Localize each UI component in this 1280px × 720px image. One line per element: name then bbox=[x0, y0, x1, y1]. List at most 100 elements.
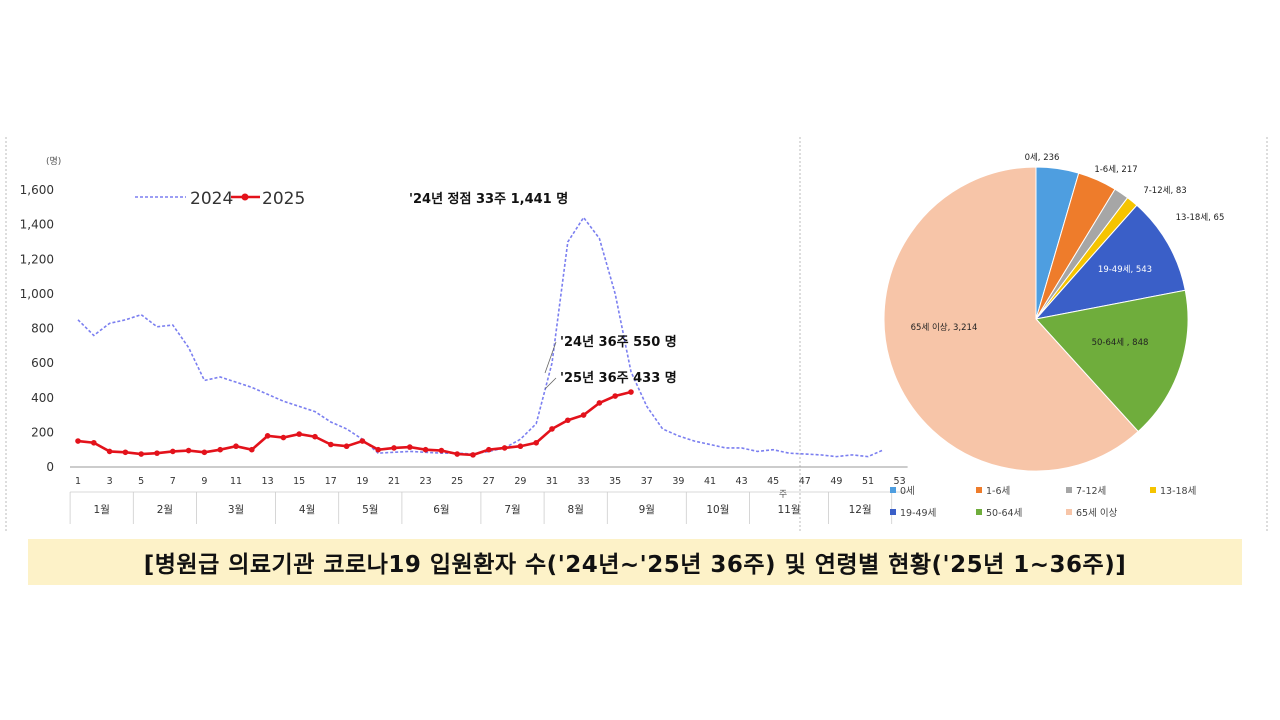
pie-legend-label: 1-6세 bbox=[986, 486, 1010, 497]
series-line-2025 bbox=[77, 390, 632, 457]
pie-legend-swatch bbox=[1150, 487, 1156, 493]
data-point-2025 bbox=[407, 444, 413, 450]
data-point-2025 bbox=[106, 448, 113, 455]
y-tick-label: 1,600 bbox=[20, 183, 54, 197]
x-tick-label: 7 bbox=[170, 476, 176, 487]
y-tick-label: 1,000 bbox=[20, 287, 54, 301]
y-tick-label: 200 bbox=[31, 425, 54, 439]
data-point-2025 bbox=[343, 443, 350, 450]
data-point-2025 bbox=[533, 439, 539, 446]
month-label: 12월 bbox=[849, 504, 872, 516]
x-tick-label: 53 bbox=[894, 476, 906, 487]
data-point-2025 bbox=[170, 448, 176, 455]
y-tick-label: 600 bbox=[31, 356, 54, 370]
x-tick-label: 43 bbox=[736, 476, 748, 487]
data-point-2025 bbox=[154, 450, 160, 456]
data-point-2025 bbox=[122, 449, 129, 456]
pie-slice-label: 0세, 236 bbox=[1025, 153, 1060, 163]
pie-legend-label: 13-18세 bbox=[1160, 486, 1196, 497]
annotation-2024-week36: '24년 36주 550 명 bbox=[560, 334, 677, 350]
legend-marker-2025 bbox=[241, 193, 249, 201]
data-point-2025 bbox=[375, 446, 382, 453]
pie-legend-label: 50-64세 bbox=[986, 508, 1022, 519]
pie-slice-label: 7-12세, 83 bbox=[1143, 186, 1186, 196]
month-label: 9월 bbox=[639, 504, 655, 516]
data-point-2025 bbox=[486, 446, 492, 453]
x-tick-label: 1 bbox=[75, 476, 81, 487]
data-point-2025 bbox=[217, 446, 223, 453]
data-point-2025 bbox=[391, 445, 397, 451]
data-point-2025 bbox=[328, 441, 334, 448]
x-tick-label: 15 bbox=[293, 476, 305, 487]
x-tick-label: 3 bbox=[107, 476, 113, 487]
x-tick-label: 31 bbox=[546, 476, 558, 487]
y-tick-label: 0 bbox=[46, 460, 54, 474]
pie-legend-swatch bbox=[890, 487, 896, 493]
pie-slice bbox=[883, 166, 1139, 472]
pie-legend-label: 7-12세 bbox=[1076, 486, 1106, 497]
data-point-2025 bbox=[438, 447, 445, 454]
annotation-2025-week36: '25년 36주 433 명 bbox=[560, 370, 677, 386]
pie-legend-swatch bbox=[890, 509, 896, 515]
figure-caption: [병원급 의료기관 코로나19 입원환자 수('24년~'25년 36주) 및 … bbox=[143, 552, 1127, 578]
data-point-2025 bbox=[296, 431, 303, 437]
x-tick-label: 45 bbox=[767, 476, 779, 487]
pie-legend-swatch bbox=[1066, 509, 1072, 515]
month-label: 8월 bbox=[568, 504, 584, 516]
x-tick-label: 17 bbox=[325, 476, 337, 487]
x-tick-label: 21 bbox=[388, 476, 400, 487]
data-point-2025 bbox=[454, 451, 461, 457]
pie-legend-swatch bbox=[1066, 487, 1072, 493]
month-label: 3월 bbox=[228, 504, 244, 516]
pie-slice-label: 50-64세 , 848 bbox=[1092, 338, 1149, 348]
pie-slice-label: 19-49세, 543 bbox=[1098, 265, 1152, 275]
pie-legend-swatch bbox=[976, 487, 982, 493]
x-tick-label: 29 bbox=[514, 476, 526, 487]
x-tick-label: 5 bbox=[138, 476, 144, 487]
pie-legend-label: 19-49세 bbox=[900, 508, 936, 519]
data-point-2025 bbox=[549, 426, 555, 432]
legend-label-2025: 2025 bbox=[262, 189, 305, 209]
month-label: 10월 bbox=[706, 504, 729, 516]
data-point-2025 bbox=[185, 447, 192, 454]
data-point-2025 bbox=[422, 446, 429, 453]
month-label: 4월 bbox=[299, 504, 315, 516]
pie-slice bbox=[1034, 204, 1186, 320]
x-tick-label: 37 bbox=[641, 476, 653, 487]
data-point-2025 bbox=[312, 433, 318, 440]
x-tick-label: 27 bbox=[483, 476, 495, 487]
y-tick-label: 800 bbox=[31, 322, 54, 336]
data-point-2025 bbox=[280, 434, 287, 441]
y-tick-label: 400 bbox=[31, 391, 54, 405]
legend-label-2024: 2024 bbox=[190, 189, 233, 209]
annotation-2024-peak: '24년 정점 33주 1,441 명 bbox=[409, 191, 568, 207]
pie-legend-label: 0세 bbox=[900, 486, 915, 497]
x-tick-label: 35 bbox=[609, 476, 621, 487]
data-point-2025 bbox=[359, 438, 366, 444]
pie-slice-label: 1-6세, 217 bbox=[1094, 165, 1137, 175]
data-point-2025 bbox=[628, 389, 634, 395]
pie-slice-label: 13-18세, 65 bbox=[1176, 213, 1225, 223]
data-point-2025 bbox=[201, 449, 208, 456]
data-point-2025 bbox=[264, 433, 271, 439]
x-tick-label: 23 bbox=[420, 476, 432, 487]
x-tick-label: 13 bbox=[262, 476, 274, 487]
data-point-2025 bbox=[233, 443, 239, 450]
x-tick-label: 47 bbox=[799, 476, 811, 487]
x-tick-label: 19 bbox=[356, 476, 368, 487]
x-tick-label: 11 bbox=[230, 476, 242, 487]
data-point-2025 bbox=[91, 439, 97, 446]
x-tick-label: 41 bbox=[704, 476, 716, 487]
data-point-2025 bbox=[470, 452, 476, 458]
month-label: 1월 bbox=[94, 504, 110, 516]
x-tick-label: 49 bbox=[830, 476, 842, 487]
data-point-2025 bbox=[580, 412, 587, 418]
month-label: 7월 bbox=[504, 504, 520, 516]
data-point-2025 bbox=[75, 438, 81, 444]
data-point-2025 bbox=[249, 446, 255, 453]
data-point-2025 bbox=[138, 451, 144, 457]
y-tick-label: 1,400 bbox=[20, 218, 54, 232]
caption-bar: [병원급 의료기관 코로나19 입원환자 수('24년~'25년 36주) 및 … bbox=[28, 539, 1242, 585]
